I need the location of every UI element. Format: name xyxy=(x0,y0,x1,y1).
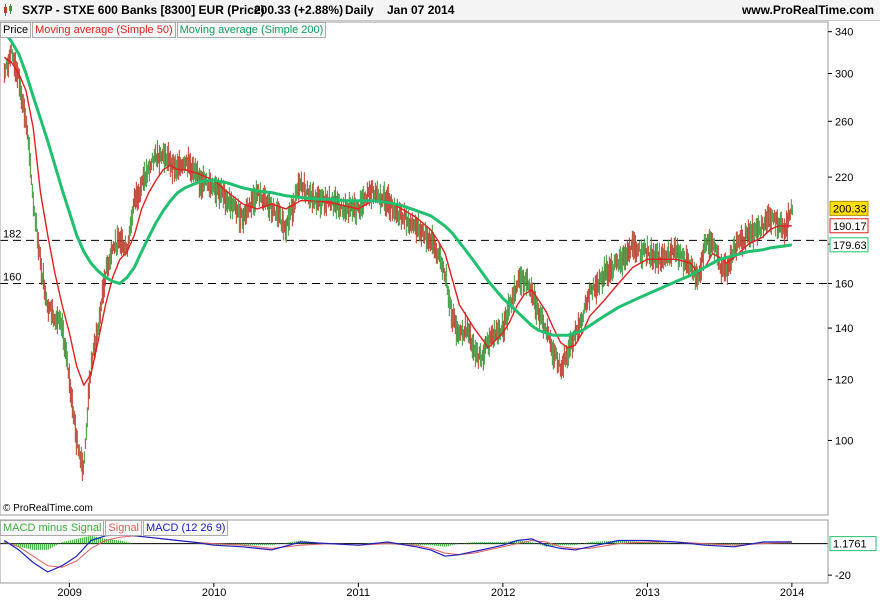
price-panel: 182 160 xyxy=(0,30,828,481)
last-label-box-ma50 xyxy=(829,218,869,234)
last-label-box-ma200 xyxy=(829,237,869,253)
y-tick-label-140: 140 xyxy=(835,323,853,335)
y-tick-label-260: 260 xyxy=(835,116,853,128)
y-tick-label-120: 120 xyxy=(835,375,853,387)
x-tick-label-2012: 2012 xyxy=(491,587,515,599)
legend-ma50[interactable]: Moving average (Simple 50) xyxy=(32,22,176,38)
x-tick-label-2010: 2010 xyxy=(202,587,226,599)
y-tick-label-340: 340 xyxy=(835,27,853,39)
legend-macd[interactable]: MACD (12 26 9) xyxy=(143,520,229,536)
price-legend: Price Moving average (Simple 50) Moving av… xyxy=(0,22,327,38)
macd-y-tick-label--20: -20 xyxy=(835,570,851,582)
x-tick-label-2013: 2013 xyxy=(635,587,659,599)
last-price: 200.33 (+2.88%) xyxy=(254,3,344,17)
y-tick-label-100: 100 xyxy=(835,435,853,447)
axes: 100120140160180220260300340200.33190.171… xyxy=(0,21,877,599)
y-tick-label-220: 220 xyxy=(835,172,853,184)
last-label-ma50: 190.17 xyxy=(833,221,867,233)
x-tick-label-2011: 2011 xyxy=(346,587,370,599)
legend-macd-hist[interactable]: MACD minus Signal xyxy=(0,520,105,536)
last-label-ma200: 179.63 xyxy=(833,240,867,252)
macd-line xyxy=(3,533,792,573)
y-tick-label-300: 300 xyxy=(835,68,853,80)
macd-legend: MACD minus Signal Signal MACD (12 26 9) xyxy=(0,520,229,536)
copyright: © ProRealTime.com xyxy=(3,503,93,514)
price-panel-frame xyxy=(0,21,829,516)
site-link[interactable]: www.ProRealTime.com xyxy=(741,3,874,17)
macd-panel xyxy=(0,533,828,573)
period-label: Daily xyxy=(345,3,374,17)
last-label-macd: 1.1761 xyxy=(833,539,867,551)
legend-signal[interactable]: Signal xyxy=(105,520,142,536)
hline-label-182: 182 xyxy=(3,228,21,240)
instrument-title: SX7P - STXE 600 Banks [8300] EUR (Price) xyxy=(22,3,265,17)
ma200-line xyxy=(3,30,793,337)
chart-header: SX7P - STXE 600 Banks [8300] EUR (Price)… xyxy=(0,0,880,21)
legend-price[interactable]: Price xyxy=(0,22,32,38)
last-label-box-price xyxy=(829,200,869,216)
ma50-line xyxy=(3,56,792,386)
last-label-price: 200.33 xyxy=(833,203,867,215)
date-label: Jan 07 2014 xyxy=(387,3,455,17)
y-tick-label-160: 160 xyxy=(835,278,853,290)
hline-label-160: 160 xyxy=(3,271,21,283)
macd-panel-frame xyxy=(0,519,829,584)
x-tick-label-2014: 2014 xyxy=(780,587,804,599)
legend-ma200[interactable]: Moving average (Simple 200) xyxy=(176,22,327,38)
signal-line xyxy=(4,535,792,568)
last-label-box-macd xyxy=(829,536,877,552)
candlestick-logo-icon xyxy=(4,4,12,16)
x-tick-label-2009: 2009 xyxy=(57,587,81,599)
